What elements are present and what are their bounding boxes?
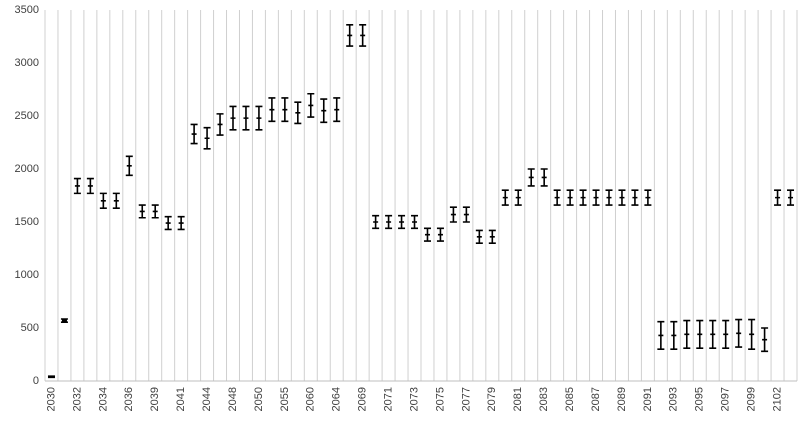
x-tick-label: 2034 [97, 387, 109, 411]
error-bar [86, 177, 94, 195]
x-tick-label: 2102 [771, 387, 783, 411]
error-bar [294, 101, 302, 125]
error-bar [644, 189, 652, 206]
error-bar [787, 189, 795, 206]
error-bar [761, 327, 769, 353]
error-bar [320, 98, 328, 124]
x-tick-label: 2085 [564, 387, 576, 411]
y-tick-label: 2500 [15, 110, 39, 122]
y-tick-label: 1500 [15, 216, 39, 228]
y-tick-label: 500 [21, 322, 39, 334]
error-bar [696, 319, 704, 349]
x-tick-label: 2081 [512, 387, 524, 411]
error-bar [722, 319, 730, 349]
x-tick-label: 2083 [538, 387, 550, 411]
error-bar [112, 192, 120, 210]
x-tick-label: 2089 [616, 387, 628, 411]
x-tick-label: 2032 [71, 387, 83, 411]
error-bar [436, 227, 444, 242]
error-bar [462, 206, 470, 223]
y-tick-label: 3000 [15, 57, 39, 69]
error-bar [333, 97, 341, 123]
error-bar [346, 24, 354, 47]
x-tick-label: 2064 [331, 387, 343, 411]
error-bar [372, 214, 380, 230]
x-tick-label: 2044 [201, 387, 213, 411]
error-bar [281, 97, 289, 123]
error-bar [268, 97, 276, 123]
error-bar [592, 189, 600, 206]
error-bar [398, 214, 406, 230]
x-tick-label: 2075 [434, 387, 446, 411]
x-tick-label: 2071 [382, 387, 394, 411]
error-bar [307, 92, 315, 118]
x-tick-label: 2087 [590, 387, 602, 411]
error-bar [242, 105, 250, 131]
error-bar [514, 189, 522, 206]
error-bar [618, 189, 626, 206]
error-bar [411, 214, 419, 230]
error-bar [125, 155, 133, 177]
error-bar [566, 189, 574, 206]
x-tick-label: 2036 [123, 387, 135, 411]
error-bar [540, 168, 548, 187]
error-bar [423, 227, 431, 242]
error-bar [488, 229, 496, 244]
error-bar [164, 215, 172, 231]
error-bar [216, 113, 224, 136]
x-tick-label: 2069 [357, 387, 369, 411]
error-bar [255, 105, 263, 131]
x-tick-label: 2077 [460, 387, 472, 411]
y-tick-label: 0 [33, 375, 39, 387]
error-bar [579, 189, 587, 206]
x-tick-label: 2095 [694, 387, 706, 411]
x-tick-label: 2073 [408, 387, 420, 411]
error-bar [449, 206, 457, 223]
error-bar [73, 177, 81, 195]
error-bar [553, 189, 561, 206]
error-bar [527, 168, 535, 187]
x-tick-label: 2055 [279, 387, 291, 411]
error-bar [709, 319, 717, 349]
error-bar [60, 318, 68, 323]
error-bar [683, 319, 691, 349]
error-bar [657, 320, 665, 350]
error-bar [229, 105, 237, 131]
x-tick-label: 2039 [149, 387, 161, 411]
error-bar [47, 375, 55, 379]
error-bar [605, 189, 613, 206]
error-bar [177, 215, 185, 231]
error-bar [631, 189, 639, 206]
error-bar [735, 318, 743, 348]
error-bar [501, 189, 509, 206]
error-bar [359, 24, 367, 47]
error-bar [748, 318, 756, 350]
x-tick-label: 2060 [305, 387, 317, 411]
x-tick-label: 2050 [253, 387, 265, 411]
x-tick-label: 2091 [642, 387, 654, 411]
x-tick-label: 2048 [227, 387, 239, 411]
error-bar [99, 192, 107, 210]
x-tick-label: 2093 [668, 387, 680, 411]
error-bar [203, 126, 211, 150]
x-tick-label: 2030 [45, 387, 57, 411]
y-tick-label: 3500 [15, 4, 39, 16]
x-tick-label: 2041 [175, 387, 187, 411]
x-tick-label: 2097 [720, 387, 732, 411]
error-bar [670, 320, 678, 350]
y-tick-label: 1000 [15, 269, 39, 281]
error-bar [138, 204, 146, 219]
error-bar [475, 229, 483, 244]
error-bar [151, 204, 159, 219]
error-bar [385, 214, 393, 230]
x-tick-label: 2079 [486, 387, 498, 411]
error-bar [774, 189, 782, 206]
error-bar [190, 123, 198, 145]
x-tick-label: 2099 [746, 387, 758, 411]
y-tick-label: 2000 [15, 163, 39, 175]
